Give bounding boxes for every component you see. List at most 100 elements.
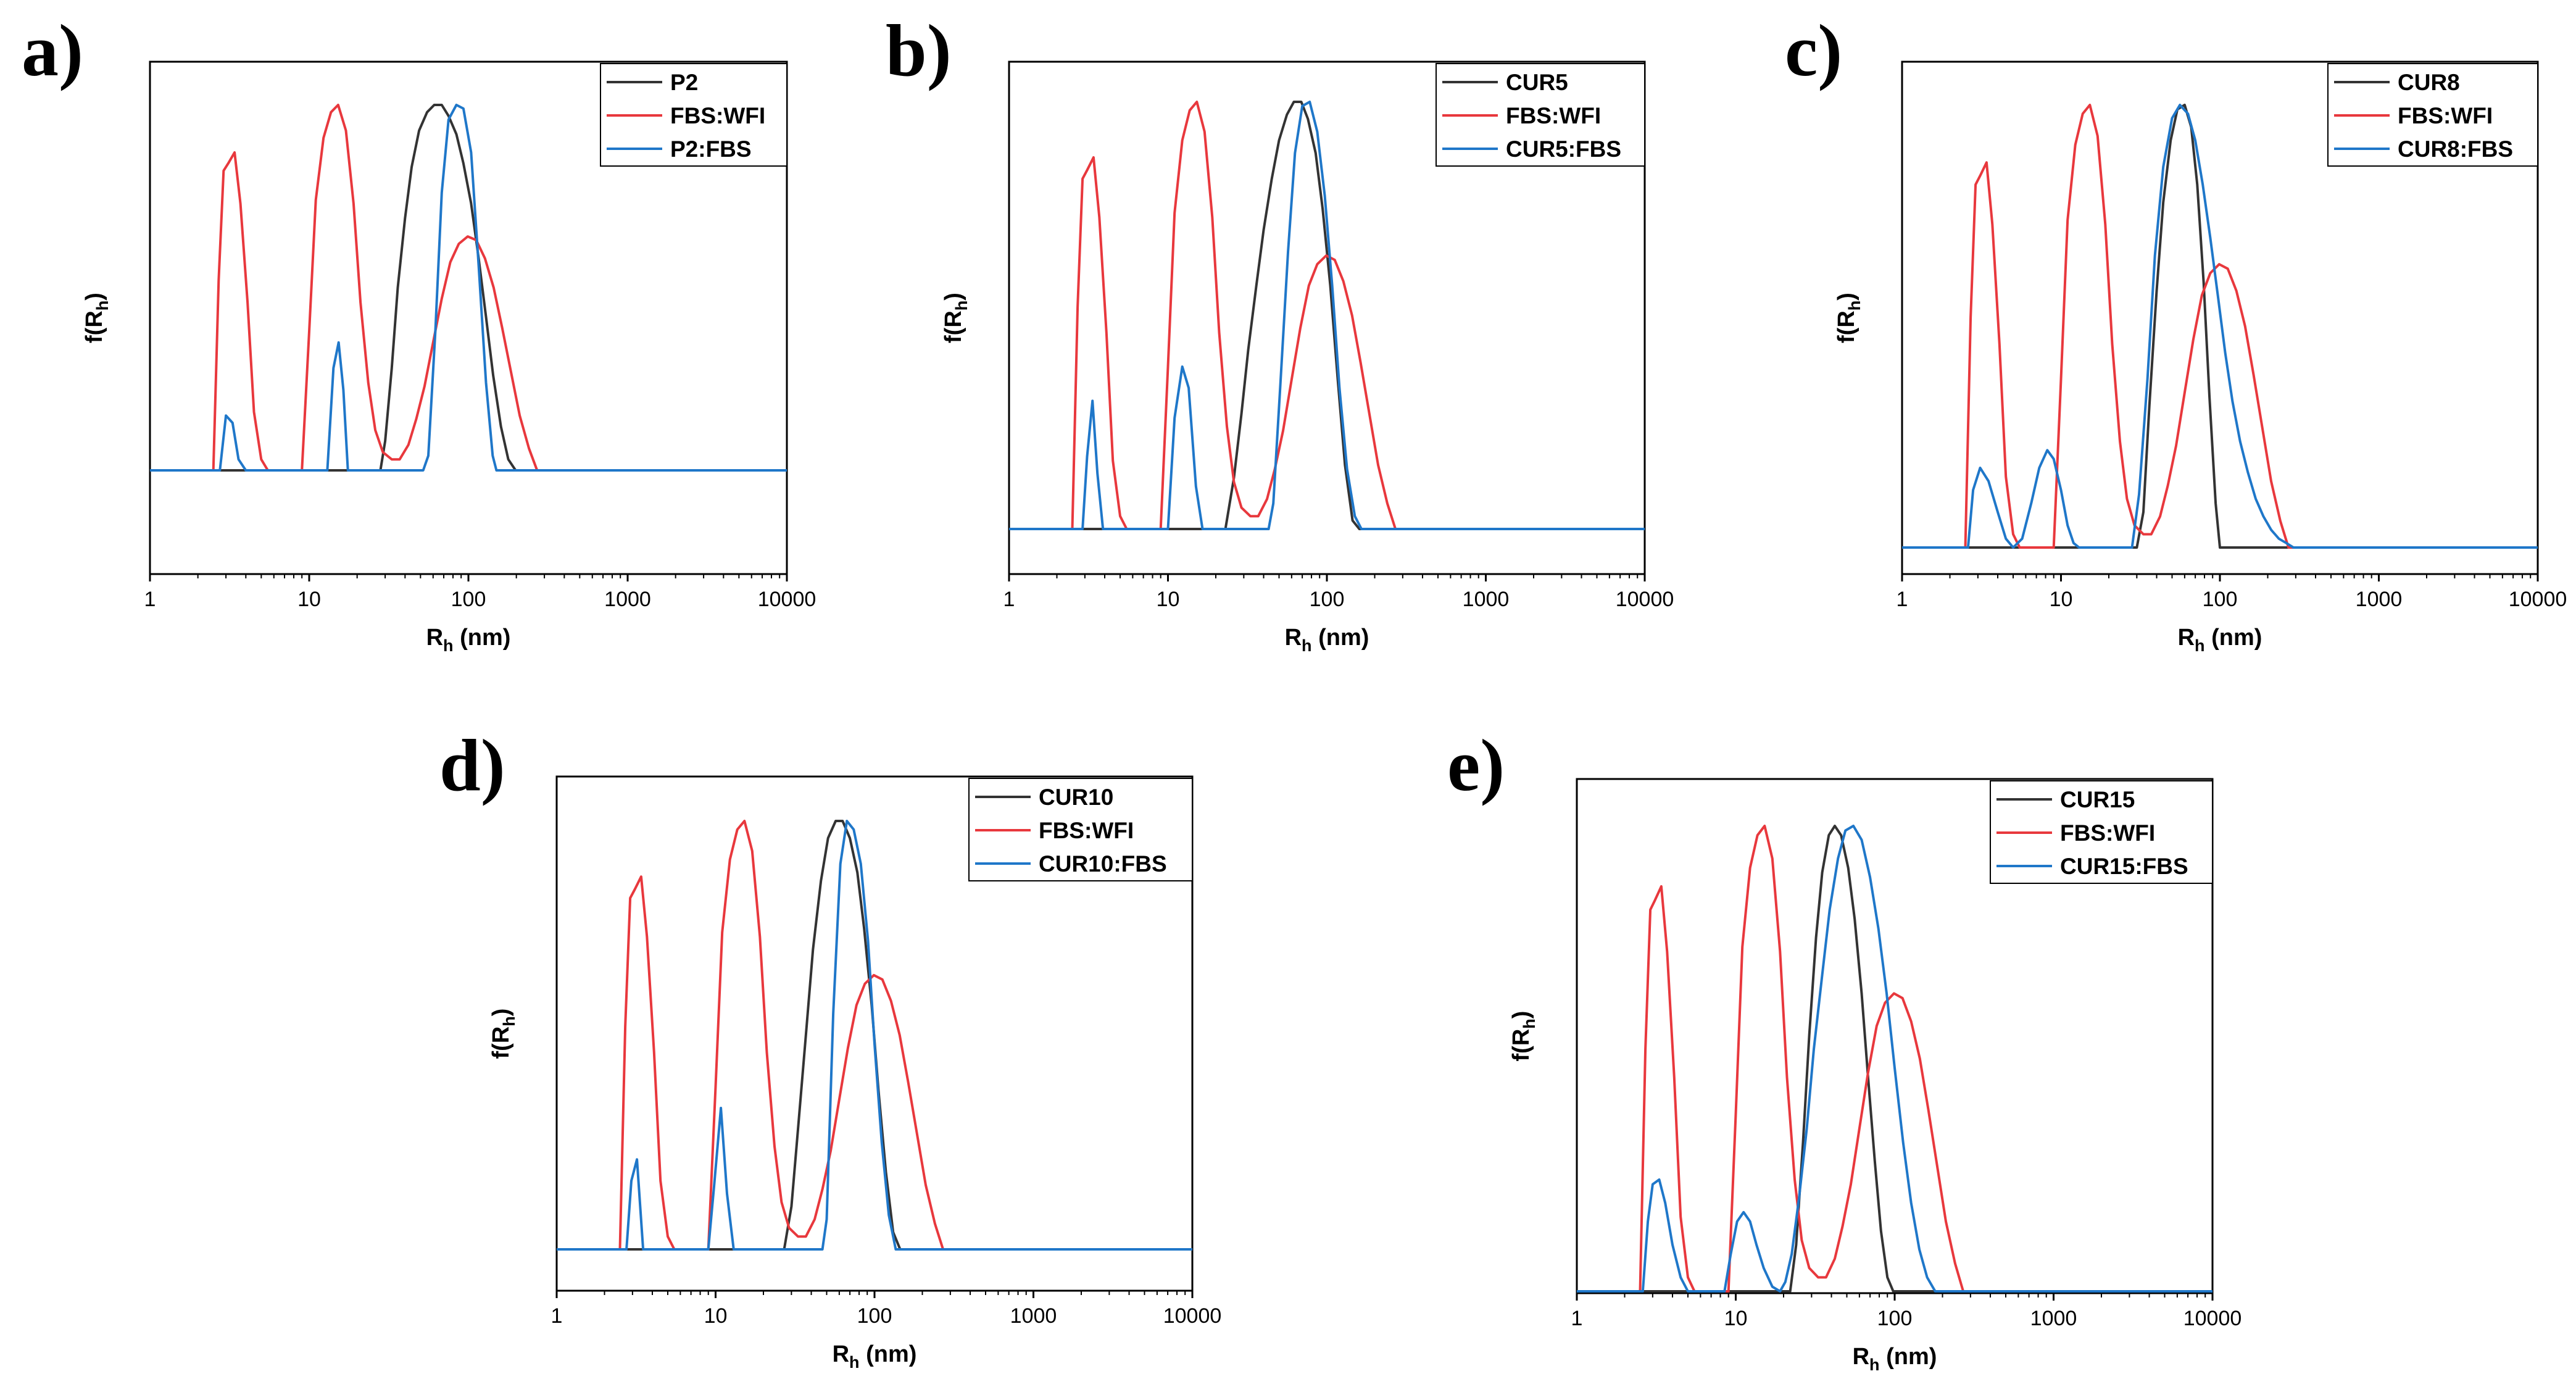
x-axis-label-unit: (nm) <box>454 625 511 651</box>
legend: CUR8 FBS:WFI CUR8:FBS <box>2327 63 2538 167</box>
legend-label: CUR15:FBS <box>2060 854 2188 879</box>
panel-letter: c) <box>1785 9 1842 91</box>
legend-label: FBS:WFI <box>1506 103 1601 128</box>
x-tick-label: 10000 <box>1616 588 1674 611</box>
x-tick-label: 1000 <box>2356 588 2403 611</box>
legend-label: P2:FBS <box>670 136 752 162</box>
x-axis-label: Rh (nm) <box>1285 625 1369 655</box>
x-tick-label: 100 <box>1310 588 1345 611</box>
x-tick-label: 1 <box>1897 588 1908 611</box>
y-axis-label-end: ) <box>81 293 107 301</box>
x-tick-label: 10 <box>704 1304 728 1328</box>
x-tick-label: 10000 <box>2183 1307 2242 1330</box>
series-line-cur5 <box>1009 101 1645 530</box>
legend-label: FBS:WFI <box>2060 820 2155 846</box>
x-axis-label-unit: (nm) <box>2205 625 2262 651</box>
x-tick-label: 1 <box>144 588 156 611</box>
panel-letter: a) <box>22 9 83 91</box>
series-line-fbs-wfi <box>557 820 1192 1251</box>
x-tick-label: 100 <box>857 1304 892 1328</box>
x-tick-label: 100 <box>1877 1307 1913 1330</box>
y-axis-label-subscript: h <box>1845 301 1864 311</box>
panel-letter: e) <box>1447 724 1505 806</box>
legend-label: P2 <box>670 70 698 95</box>
series-line-cur5-fbs <box>1009 101 1645 530</box>
x-axis-label-main: R <box>1285 625 1302 651</box>
legend-label: CUR8:FBS <box>2398 136 2513 162</box>
x-axis-label-unit: (nm) <box>1312 625 1369 651</box>
y-axis-label: f(Rh) <box>1834 293 1864 343</box>
series-line-cur10-fbs <box>557 820 1192 1251</box>
x-tick-label: 10000 <box>2509 588 2567 611</box>
y-axis-label-end: ) <box>1834 293 1859 301</box>
legend-label: CUR10 <box>1039 785 1113 810</box>
y-axis-label-subscript: h <box>1520 1018 1539 1029</box>
panel-letter: b) <box>886 9 952 91</box>
y-axis-label: f(Rh) <box>941 293 971 343</box>
x-tick-label: 100 <box>451 588 486 611</box>
series-line-p2 <box>150 104 787 472</box>
x-tick-label: 10 <box>1724 1307 1748 1330</box>
series-line-cur8-fbs <box>1902 104 2538 549</box>
legend: P2 FBS:WFI P2:FBS <box>600 63 787 167</box>
x-tick-label: 1000 <box>604 588 651 611</box>
x-tick-label: 1000 <box>2030 1307 2077 1330</box>
legend-label: FBS:WFI <box>670 103 765 128</box>
x-tick-label: 100 <box>2203 588 2238 611</box>
y-axis-label-main: f(R <box>81 310 107 343</box>
x-tick-label: 10000 <box>1163 1304 1222 1328</box>
y-axis-label-main: f(R <box>941 310 966 343</box>
y-axis-label-main: f(R <box>1508 1029 1534 1062</box>
legend-label: CUR5 <box>1506 70 1568 95</box>
legend-label: CUR15 <box>2060 787 2135 812</box>
x-axis-label-main: R <box>426 625 443 651</box>
x-axis-label-subscript: h <box>849 1353 860 1372</box>
x-axis-label-unit: (nm) <box>860 1341 917 1367</box>
y-axis-label-main: f(R <box>1834 310 1859 343</box>
x-axis-label-subscript: h <box>1869 1356 1880 1374</box>
x-axis-label-main: R <box>1853 1344 1869 1370</box>
x-tick-label: 1 <box>1571 1307 1583 1330</box>
legend-label: FBS:WFI <box>2398 103 2493 128</box>
legend: CUR5 FBS:WFI CUR5:FBS <box>1435 63 1645 167</box>
x-tick-label: 10 <box>1157 588 1180 611</box>
y-axis-label: f(Rh) <box>1508 1011 1539 1062</box>
y-axis-label-subscript: h <box>500 1016 518 1027</box>
x-axis-label: Rh (nm) <box>1853 1344 1937 1374</box>
x-axis-label-main: R <box>2178 625 2195 651</box>
y-axis-label: f(Rh) <box>488 1009 518 1059</box>
legend: CUR15 FBS:WFI CUR15:FBS <box>1990 780 2213 884</box>
legend: CUR10 FBS:WFI CUR10:FBS <box>968 778 1193 881</box>
x-tick-label: 1000 <box>1463 588 1510 611</box>
series-line-cur15 <box>1577 825 2212 1293</box>
x-axis-label-subscript: h <box>1302 636 1312 655</box>
x-tick-label: 1 <box>1003 588 1015 611</box>
legend-label: CUR10:FBS <box>1039 851 1167 877</box>
x-tick-label: 10000 <box>758 588 816 611</box>
x-axis-label-subscript: h <box>2195 636 2205 655</box>
series-line-p2-fbs <box>150 104 787 472</box>
y-axis-label: f(Rh) <box>81 293 112 343</box>
y-axis-label-end: ) <box>941 293 966 301</box>
x-axis-label: Rh (nm) <box>833 1341 917 1372</box>
x-tick-label: 1000 <box>1010 1304 1057 1328</box>
x-axis-label-subscript: h <box>443 636 454 655</box>
legend-label: CUR8 <box>2398 70 2460 95</box>
y-axis-label-end: ) <box>488 1009 514 1017</box>
series-line-fbs-wfi <box>150 104 787 472</box>
x-axis-label: Rh (nm) <box>2178 625 2262 655</box>
y-axis-label-main: f(R <box>488 1027 514 1059</box>
legend-label: CUR5:FBS <box>1506 136 1621 162</box>
x-tick-label: 1 <box>551 1304 563 1328</box>
x-axis-label: Rh (nm) <box>426 625 511 655</box>
series-line-fbs-wfi <box>1009 101 1645 530</box>
y-axis-label-end: ) <box>1508 1011 1534 1019</box>
x-axis-label-unit: (nm) <box>1880 1344 1937 1370</box>
series-line-cur15-fbs <box>1577 825 2212 1293</box>
